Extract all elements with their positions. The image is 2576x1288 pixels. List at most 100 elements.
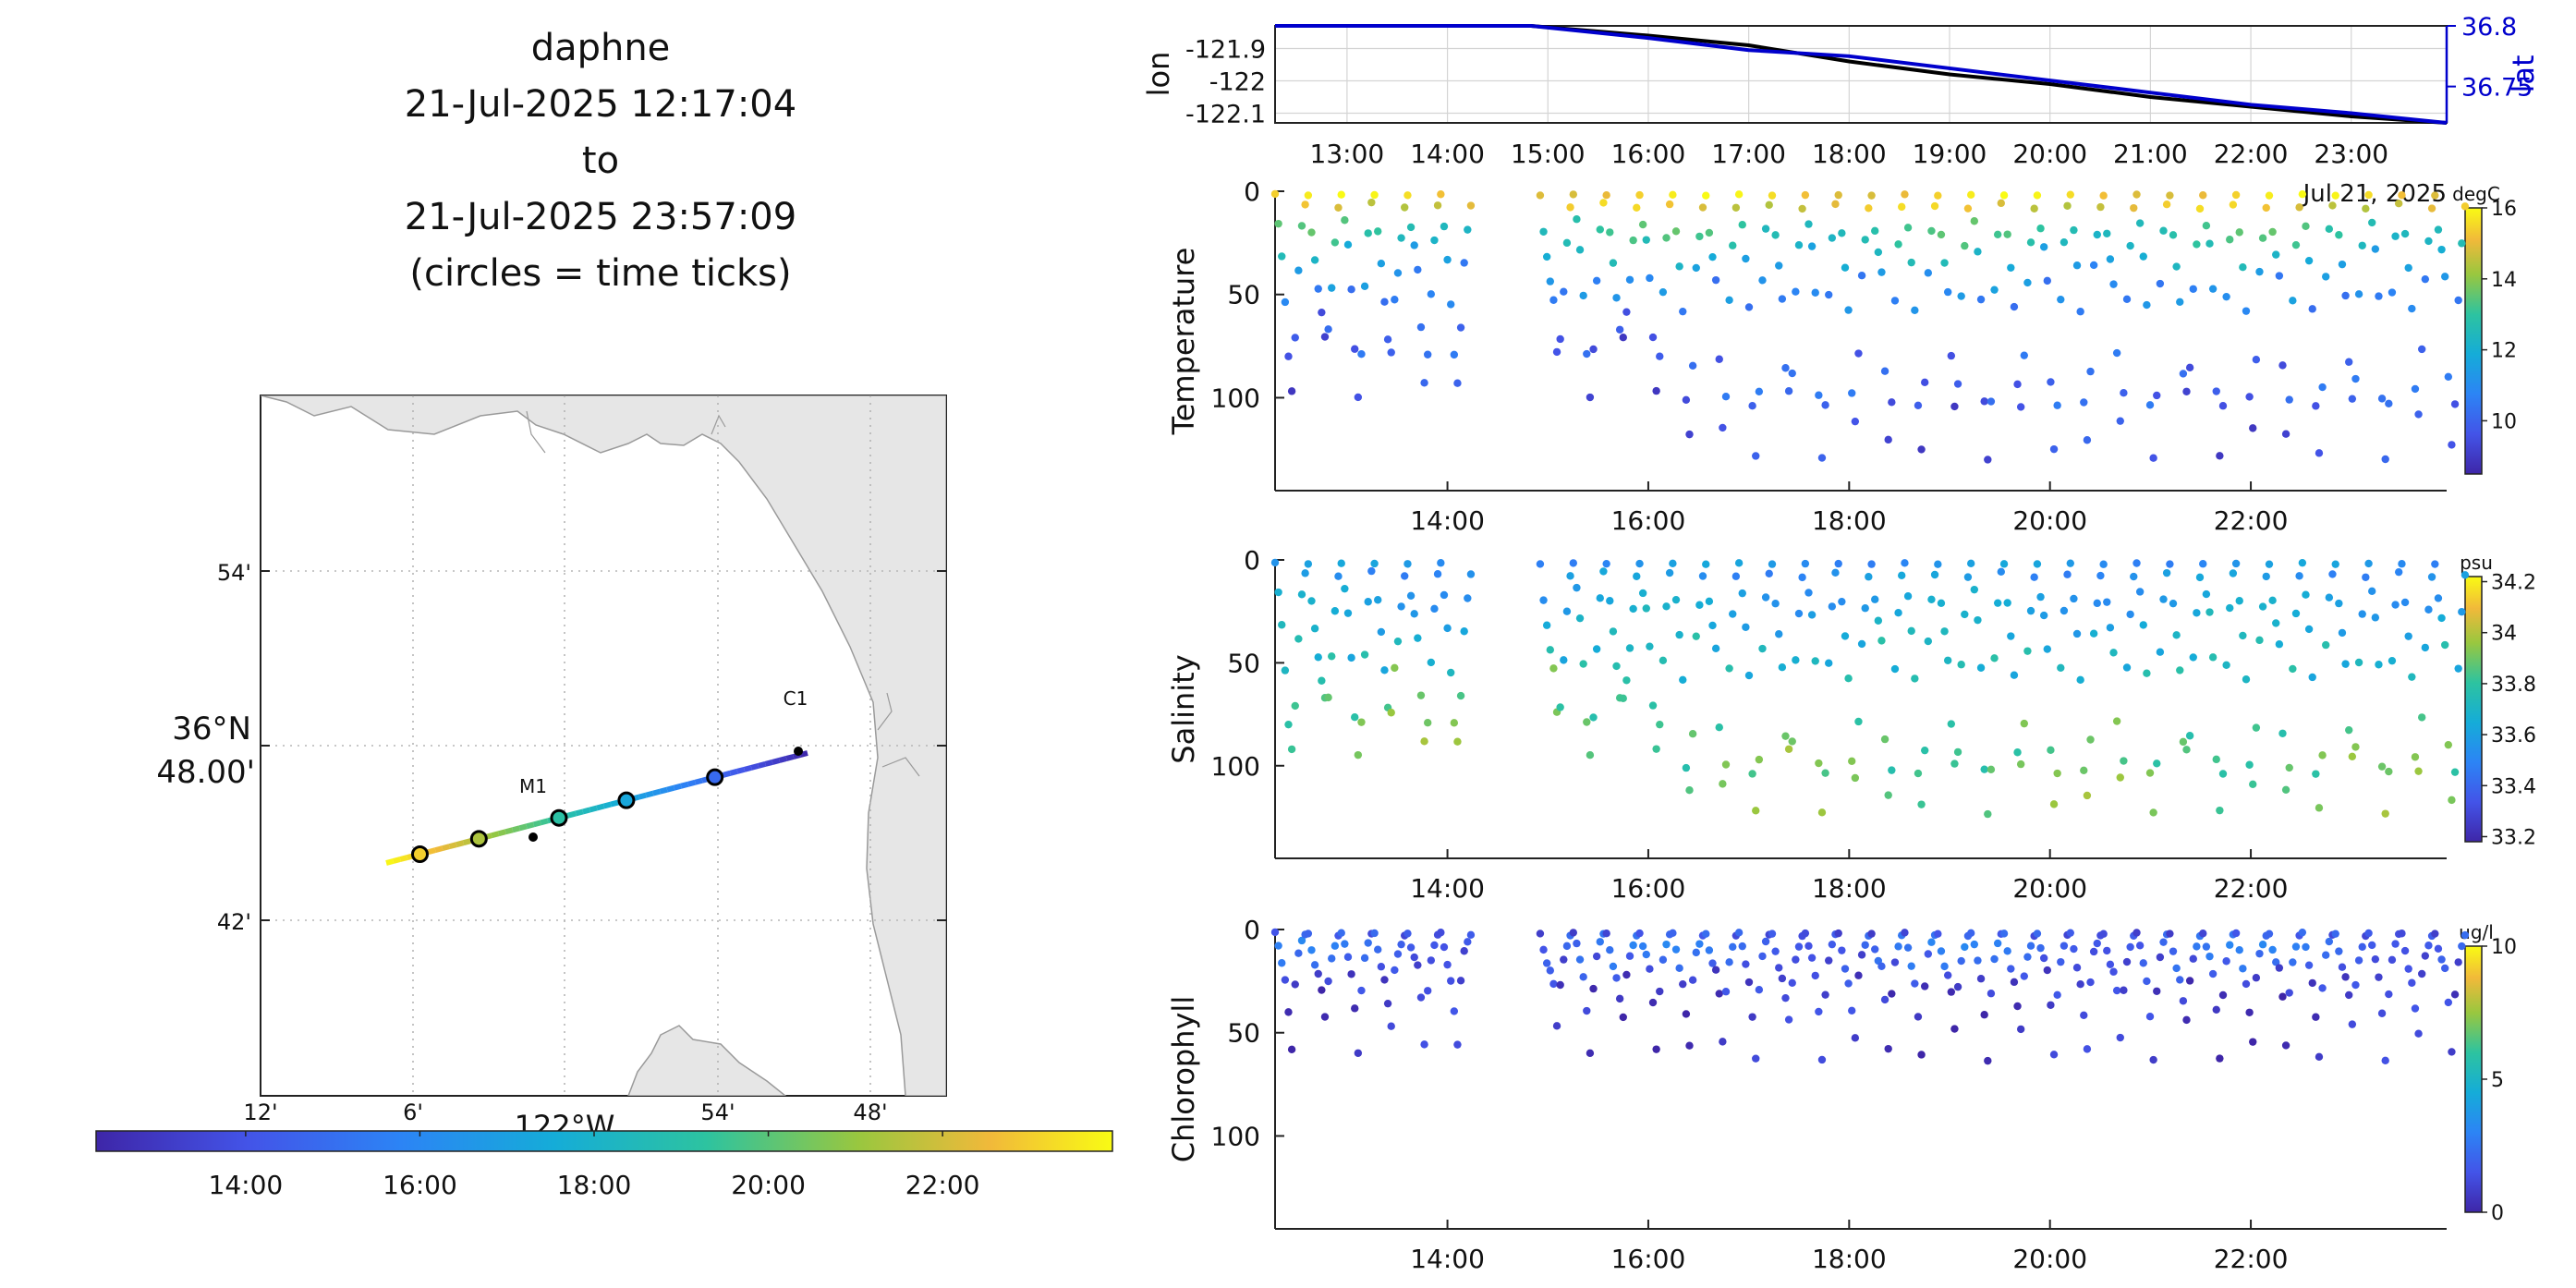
chlorophyll-data-point [2275, 964, 2284, 972]
chlorophyll-data-point [2023, 953, 2032, 961]
temperature-data-point [2444, 372, 2453, 381]
salinity-data-point [2371, 614, 2380, 622]
chlorophyll-data-point [1966, 929, 1975, 938]
chlorophyll-panel: 14:00 16:00 18:00 20:00 22:00050100Chlorophy… [1166, 915, 2517, 1274]
temperature-data-point [2179, 370, 2188, 378]
temperature-data-point [2016, 403, 2025, 411]
station-marker-m1 [529, 832, 538, 842]
salinity-data-point [1957, 661, 1965, 669]
salinity-data-point [2312, 770, 2320, 778]
chlorophyll-data-point [2070, 944, 2078, 954]
chlorophyll-data-point [2093, 939, 2101, 948]
chlorophyll-data-point [2398, 930, 2406, 938]
track-segment [723, 770, 732, 778]
salinity-data-point [2341, 660, 2350, 668]
salinity-data-point [1997, 567, 2005, 577]
salinity-data-point [2033, 560, 2042, 568]
salinity-data-point [1575, 614, 1585, 623]
track-segment [448, 842, 457, 850]
salinity-data-point [2145, 769, 2155, 777]
temperature-data-point [1980, 397, 1988, 406]
salinity-data-point [2229, 569, 2238, 577]
temperature-data-point [1966, 190, 1975, 200]
salinity-data-point [1821, 769, 1829, 777]
salinity-data-point [2249, 780, 2257, 789]
salinity-data-point [2126, 610, 2134, 619]
salinity-data-point [1880, 735, 1889, 744]
chlorophyll-data-point [2304, 961, 2314, 969]
chlorophyll-data-point [1383, 999, 1392, 1008]
temperature-data-point [1391, 296, 1399, 304]
salinity-data-point [2222, 661, 2230, 670]
salinity-data-point [1287, 745, 1296, 754]
temperature-data-point [1635, 190, 1644, 200]
chlorophyll-data-point [1917, 1051, 1926, 1059]
chlorophyll-data-point [1377, 963, 1386, 971]
temperature-data-point [1734, 190, 1744, 199]
salinity-data-point [1393, 637, 1403, 646]
temperature-data-point [2437, 245, 2446, 254]
chlorophyll-data-point [2153, 987, 2161, 995]
temperature-data-point [2377, 395, 2387, 403]
chlorophyll-data-point [1748, 1013, 1756, 1021]
salinity-data-point [2255, 636, 2264, 645]
temperature-data-point [1894, 240, 1902, 249]
salinity-data-point [2398, 560, 2406, 568]
temperature-data-point [1854, 349, 1863, 358]
temperature-data-point [1291, 334, 1299, 342]
chlorophyll-ytick-label: 100 [1211, 1121, 1260, 1151]
chlorophyll-data-point [1430, 941, 1439, 950]
temperature-data-point [1270, 189, 1280, 199]
temperature-data-point [1844, 306, 1853, 314]
chlorophyll-data-point [1393, 950, 1403, 958]
chlorophyll-data-point [1437, 929, 1445, 937]
temperature-data-point [1987, 397, 1996, 406]
chlorophyll-data-point [1370, 929, 1379, 938]
chlorophyll-data-point [1817, 1055, 1827, 1064]
chlorophyll-data-point [1675, 964, 1683, 973]
temperature-data-point [2298, 189, 2307, 199]
temperature-data-point [1804, 220, 1813, 228]
temperature-xtick-label: 14:00 [1410, 505, 1485, 536]
temperature-data-point [2368, 218, 2376, 227]
salinity-data-point [1304, 560, 1313, 568]
salinity-data-point [2066, 559, 2074, 567]
chlorophyll-data-point [1357, 986, 1366, 995]
chlorophyll-data-point [1937, 947, 1946, 955]
chlorophyll-data-point [1851, 1034, 1860, 1042]
temperature-data-point [1884, 435, 1892, 444]
track-segment [638, 792, 647, 800]
pos-lon-tick-label: -121.9 [1185, 36, 1266, 65]
salinity-xtick-label: 14:00 [1410, 873, 1485, 904]
salinity-data-point [1278, 621, 1286, 629]
temperature-data-point [2122, 295, 2132, 304]
map-lon-label: 48' [853, 1100, 887, 1125]
salinity-data-point [1427, 658, 1436, 667]
temperature-data-point [2398, 191, 2406, 200]
temperature-data-point [1937, 230, 1946, 239]
temperature-data-point [1917, 445, 1926, 454]
salinity-data-point [2434, 594, 2443, 602]
temperature-data-point [1328, 284, 1336, 292]
salinity-data-point [1464, 594, 1472, 602]
salinity-data-point [1659, 656, 1668, 665]
chlorophyll-data-point [2231, 929, 2241, 938]
chlorophyll-data-point [1287, 1045, 1296, 1054]
temperature-data-point [2162, 200, 2171, 209]
salinity-data-point [1894, 608, 1902, 617]
chlorophyll-data-point [1877, 962, 1886, 971]
chlorophyll-data-point [1622, 970, 1631, 979]
pos-xtick-label: 15:00 [1511, 139, 1586, 169]
track-segment [785, 754, 795, 761]
salinity-data-point [2285, 763, 2293, 772]
salinity-data-point [1719, 780, 1727, 788]
chlorophyll-data-point [1957, 956, 1965, 966]
temperature-data-point [2424, 237, 2433, 246]
temperature-data-point [2047, 378, 2055, 386]
salinity-data-point [2400, 598, 2410, 607]
salinity-data-point [1937, 599, 1946, 607]
temperature-data-point [2139, 252, 2147, 261]
salinity-data-point [2364, 559, 2373, 568]
temperature-data-point [1930, 201, 1939, 211]
chlorophyll-data-point [2315, 1052, 2324, 1062]
